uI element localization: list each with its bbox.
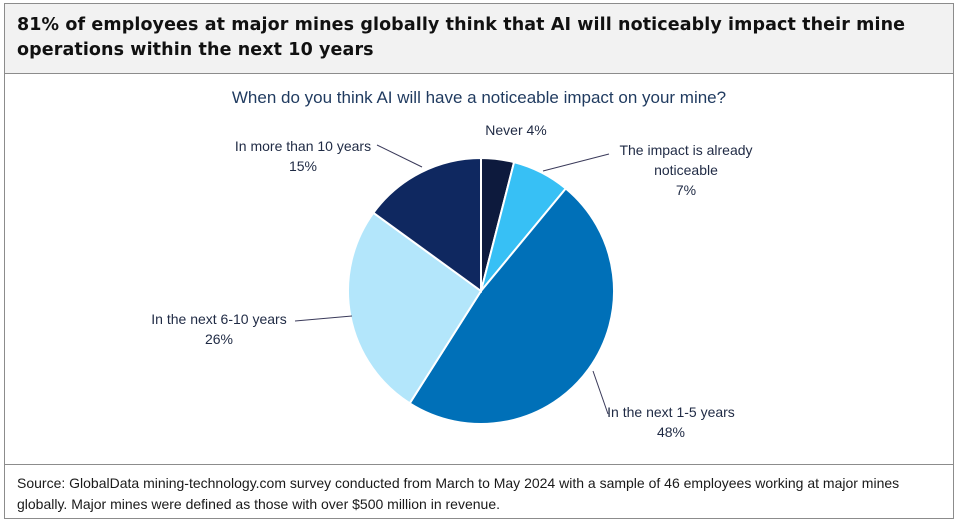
figure-frame: 81% of employees at major mines globally… [4, 3, 954, 519]
pie-chart: When do you think AI will have a noticea… [151, 88, 752, 440]
pie-slice-in-the-next-1-5-years [408, 187, 616, 426]
leader-line [592, 370, 609, 415]
leader-line [542, 153, 610, 172]
pie-slice-in-more-than-10-years [372, 156, 482, 293]
source-note: Source: GlobalData mining-technology.com… [5, 464, 953, 519]
header-panel: 81% of employees at major mines globally… [5, 4, 953, 74]
leader-lines [294, 144, 610, 415]
source-text: Source: GlobalData mining-technology.com… [17, 475, 900, 512]
slice-label: In the next 1-5 years 48% [607, 404, 735, 440]
slice-label: Never 4% [485, 122, 546, 138]
slice-label: In the next 6-10 years 26% [151, 311, 286, 347]
page-title: 81% of employees at major mines globally… [17, 15, 906, 60]
slice-label: In more than 10 years 15% [235, 138, 371, 174]
pie-slices [347, 156, 616, 426]
slice-labels: Never 4% The impact is already noticeable 7… [151, 122, 752, 440]
slice-label: The impact is already noticeable 7% [619, 142, 752, 198]
leader-line [376, 144, 423, 168]
chart-area: When do you think AI will have a noticea… [5, 74, 953, 464]
leader-line [294, 315, 353, 322]
chart-title: When do you think AI will have a noticea… [232, 88, 726, 107]
